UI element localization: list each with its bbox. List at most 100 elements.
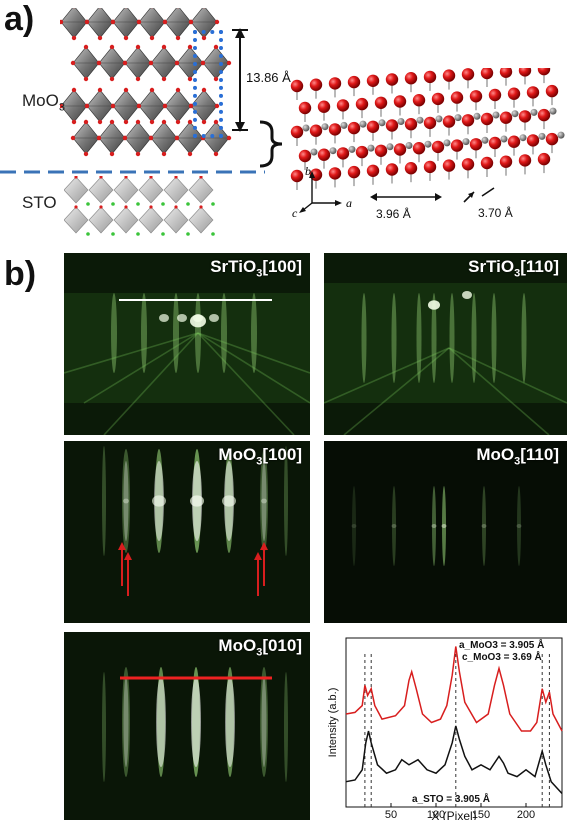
panel-b-label: b) xyxy=(4,255,36,294)
rheed-moo110-title: MoO3[110] xyxy=(476,445,559,467)
oxygen-atom xyxy=(356,146,368,158)
rheed-moo010-pattern xyxy=(64,632,310,820)
oxygen-atom xyxy=(508,88,520,100)
octahedron xyxy=(87,8,113,38)
oxygen-atom xyxy=(462,158,474,170)
rheed-moo110: MoO3[110] xyxy=(324,441,567,623)
oxygen-atom xyxy=(451,91,463,103)
oxygen-atom xyxy=(519,110,531,122)
annotation-a-sto: a_STO = 3.905 Å xyxy=(412,792,490,805)
interface-dashed-line xyxy=(0,168,270,176)
oxygen-atom xyxy=(348,122,360,134)
oxygen-atom xyxy=(405,72,417,84)
oxygen-atom xyxy=(337,99,349,111)
a-spacing-label: 3.96 Å xyxy=(376,207,411,221)
oxygen-atom xyxy=(424,161,436,173)
oxygen-atom xyxy=(508,136,520,148)
oxygen-atom xyxy=(424,71,436,83)
oxygen-atom xyxy=(443,159,455,171)
oxygen-atom xyxy=(462,114,474,126)
sto-octahedron xyxy=(64,207,88,233)
sto-octahedron xyxy=(189,207,213,233)
panel-a-label: a) xyxy=(4,0,34,39)
oxygen-atom xyxy=(470,90,482,102)
sto-octahedron xyxy=(164,177,188,203)
axis-b-label: b xyxy=(305,164,311,179)
rheed-sto100-title: SrTiO3[100] xyxy=(210,257,302,279)
crystal-axes xyxy=(294,165,354,220)
oxygen-atom xyxy=(481,68,493,79)
oxygen-atom xyxy=(527,134,539,146)
oxygen-atom xyxy=(367,75,379,87)
oxygen-atom xyxy=(310,125,322,137)
oxygen-atom xyxy=(405,118,417,130)
oxygen-atom xyxy=(546,133,558,145)
oxygen-atom xyxy=(405,162,417,174)
oxygen-atom xyxy=(451,139,463,151)
oxygen-atom xyxy=(356,98,368,110)
c-spacing-arrow xyxy=(462,186,502,206)
oxygen-atom xyxy=(443,69,455,81)
oxygen-atom xyxy=(489,89,501,101)
oxygen-atom xyxy=(375,145,387,157)
octahedron xyxy=(61,8,87,38)
sto-octahedron xyxy=(89,207,113,233)
oxygen-atom xyxy=(394,95,406,107)
oxygen-atom xyxy=(432,141,444,153)
oxygen-atom xyxy=(386,163,398,175)
oxygen-atom xyxy=(519,68,531,77)
sto-octahedron xyxy=(64,177,88,203)
oxygen-atom xyxy=(489,137,501,149)
sto-octahedron xyxy=(114,177,138,203)
annotation-a-moo3: a_MoO3 = 3.905 Å xyxy=(459,638,544,651)
sto-structure xyxy=(64,176,224,238)
oxygen-atom xyxy=(538,68,550,75)
oxygen-atom xyxy=(538,109,550,121)
oxygen-atom xyxy=(538,153,550,165)
oxygen-atom xyxy=(291,80,303,92)
x-axis-label: X (Pixel) xyxy=(431,809,476,820)
oxygen-atom xyxy=(318,101,330,113)
sto-octahedron xyxy=(189,177,213,203)
octahedron xyxy=(113,8,139,38)
oxygen-atom xyxy=(375,97,387,109)
octahedron xyxy=(139,8,165,38)
sto-substrate-label: STO xyxy=(22,193,57,213)
oxygen-atom xyxy=(546,85,558,97)
oxygen-atom xyxy=(386,119,398,131)
rheed-sto110-title: SrTiO3[110] xyxy=(468,257,559,279)
rheed-moo100: MoO3[100] xyxy=(64,441,310,623)
oxygen-atom xyxy=(318,149,330,161)
bilayer-bracket xyxy=(256,118,286,170)
oxygen-atom xyxy=(299,102,311,114)
rheed-sto100: SrTiO3[100] xyxy=(64,253,310,435)
oxygen-atom xyxy=(310,79,322,91)
a-spacing-arrow xyxy=(370,190,450,204)
rheed-sto110-pattern xyxy=(324,253,567,435)
oxygen-atom xyxy=(481,157,493,169)
axis-c-label: c xyxy=(292,206,297,221)
rheed-moo100-title: MoO3[100] xyxy=(218,445,302,467)
sto-octahedron xyxy=(139,177,163,203)
oxygen-atom xyxy=(329,123,341,135)
oxygen-atom xyxy=(291,126,303,138)
x-tick-label: 50 xyxy=(385,809,397,820)
c-spacing-label: 3.70 Å xyxy=(478,206,513,220)
oxygen-atom xyxy=(481,113,493,125)
sto-octahedron xyxy=(114,207,138,233)
x-tick-label: 200 xyxy=(517,809,535,820)
oxygen-atom xyxy=(500,112,512,124)
octahedron xyxy=(165,8,191,38)
rheed-sto100-pattern xyxy=(64,253,310,435)
oxygen-atom xyxy=(337,147,349,159)
moo3-layer-label: MoO3 xyxy=(22,91,65,113)
axis-a-label: a xyxy=(346,196,352,211)
rheed-moo010-title: MoO3[010] xyxy=(218,636,302,658)
rheed-moo100-pattern xyxy=(64,441,310,623)
oxygen-atom xyxy=(500,156,512,168)
unit-cell-box xyxy=(193,30,223,138)
y-axis-label: Intensity (a.b.) xyxy=(327,688,339,758)
oxygen-atom xyxy=(299,150,311,162)
